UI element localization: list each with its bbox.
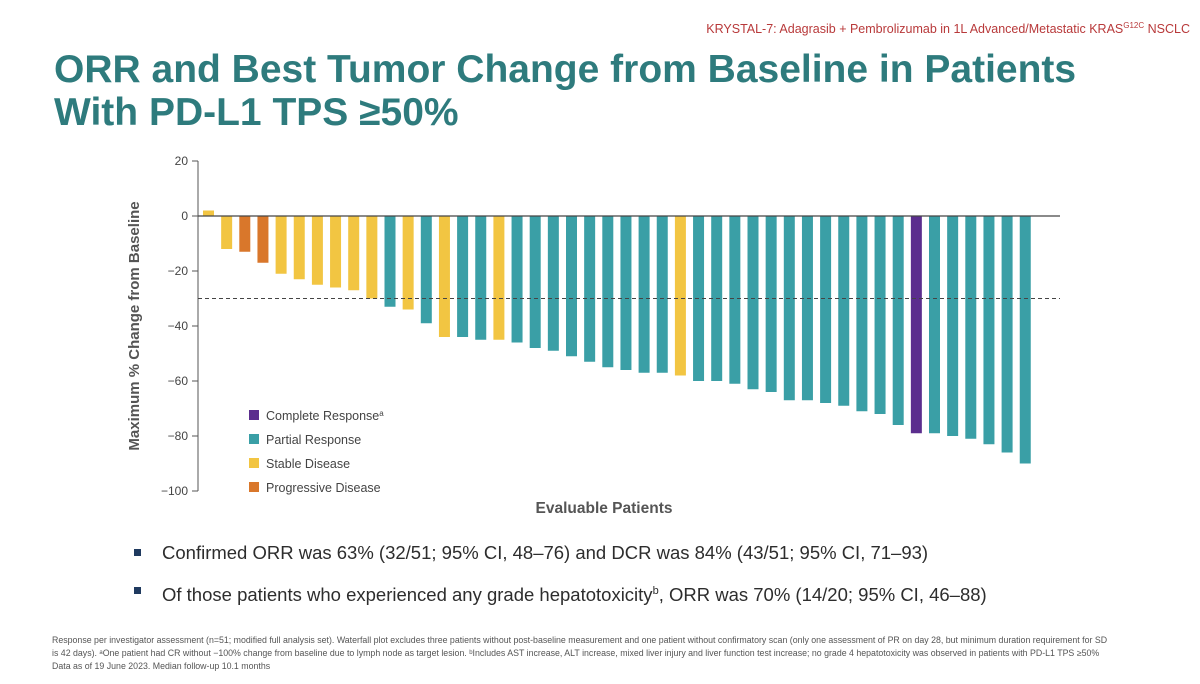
waterfall-chart: 20 0 −20 −40 −60 −80 −100 Maximum % Change from…	[126, 154, 1060, 517]
bar	[929, 216, 940, 434]
bar	[330, 216, 342, 288]
footnote: Response per investigator assessment (n=…	[52, 634, 1182, 673]
bar	[293, 216, 305, 280]
bar	[221, 216, 233, 249]
bar	[348, 216, 360, 291]
legend-swatch	[249, 434, 259, 444]
bar	[838, 216, 850, 406]
bar	[239, 216, 251, 252]
y-axis-label: Maximum % Change from Baseline	[126, 201, 143, 450]
slide-title: ORR and Best Tumor Change from Baseline …	[54, 48, 1076, 134]
bar	[402, 216, 414, 310]
study-header-superscript: G12C	[1123, 21, 1145, 30]
bar	[892, 216, 904, 425]
y-tick-label: −80	[168, 429, 189, 443]
bar	[311, 216, 323, 285]
bar	[566, 216, 577, 357]
legend-label: Complete Responsea	[266, 409, 384, 424]
legend-swatch	[249, 410, 259, 420]
bar	[947, 216, 959, 436]
bar	[620, 216, 632, 370]
y-tick-label: −100	[161, 484, 188, 498]
slide-title-line1: ORR and Best Tumor Change from Baseline …	[54, 48, 1077, 91]
bar	[1001, 216, 1013, 453]
study-header-end: NSCLC	[1144, 22, 1190, 37]
bar	[457, 216, 469, 337]
bar	[638, 216, 650, 373]
legend-swatch	[249, 458, 259, 468]
legend-swatch	[249, 482, 259, 492]
bar	[747, 216, 759, 390]
footnote-line: Data as of 19 June 2023. Median follow-u…	[52, 661, 271, 671]
legend-label: Partial Response	[266, 433, 361, 447]
bar	[856, 216, 868, 412]
bar	[420, 216, 432, 324]
bar	[983, 216, 995, 445]
bar	[801, 216, 813, 401]
bar	[765, 216, 777, 392]
bullet-item-orr: Confirmed ORR was 63% (32/51; 95% CI, 48…	[130, 540, 987, 578]
bullet-marker	[134, 587, 141, 594]
bar	[783, 216, 795, 401]
bullet-text: Of those patients who experienced any gr…	[162, 584, 653, 606]
bar	[257, 216, 269, 263]
bar	[584, 216, 596, 362]
bar	[674, 216, 686, 376]
y-tick-label: 0	[181, 209, 188, 223]
bullet-list: Confirmed ORR was 63% (32/51; 95% CI, 48…	[130, 540, 987, 616]
bar	[874, 216, 886, 414]
y-tick-label: −60	[168, 374, 189, 388]
bar	[438, 216, 450, 337]
bar	[475, 216, 487, 340]
bullet-marker	[134, 549, 141, 556]
x-axis-label: Evaluable Patients	[536, 500, 673, 517]
legend-label: Progressive Disease	[266, 481, 381, 495]
bar	[820, 216, 832, 403]
bar	[1019, 216, 1031, 464]
bar	[511, 216, 523, 343]
slide-title-line2: With PD-L1 TPS ≥50%	[54, 91, 459, 134]
bullet-superscript: b	[652, 585, 659, 597]
study-header-text: KRYSTAL-7: Adagrasib + Pembrolizumab in …	[706, 22, 1124, 37]
bar	[384, 216, 396, 307]
y-tick-label: −20	[168, 264, 189, 278]
bar	[366, 216, 378, 299]
y-tick-label: 20	[175, 154, 189, 168]
bar	[203, 210, 214, 216]
bar	[493, 216, 505, 340]
bullet-text: Confirmed ORR was 63% (32/51; 95% CI, 48…	[162, 542, 929, 563]
legend-label: Stable Disease	[266, 457, 350, 471]
footnote-line: Response per investigator assessment (n=…	[52, 635, 1108, 645]
bar	[275, 216, 287, 274]
bar	[965, 216, 977, 439]
bar	[529, 216, 541, 348]
bullet-text-end: , ORR was 70% (14/20; 95% CI, 46–88)	[658, 584, 987, 606]
bar	[729, 216, 741, 384]
bar	[656, 216, 668, 373]
y-tick-label: −40	[168, 319, 189, 333]
bullet-item-hepatotoxicity: Of those patients who experienced any gr…	[130, 578, 987, 616]
footnote-line: is 42 days). ᵃOne patient had CR without…	[52, 648, 1100, 658]
study-header: KRYSTAL-7: Adagrasib + Pembrolizumab in …	[706, 21, 1190, 36]
bar	[602, 216, 614, 368]
bar	[910, 216, 922, 434]
bar	[547, 216, 559, 351]
